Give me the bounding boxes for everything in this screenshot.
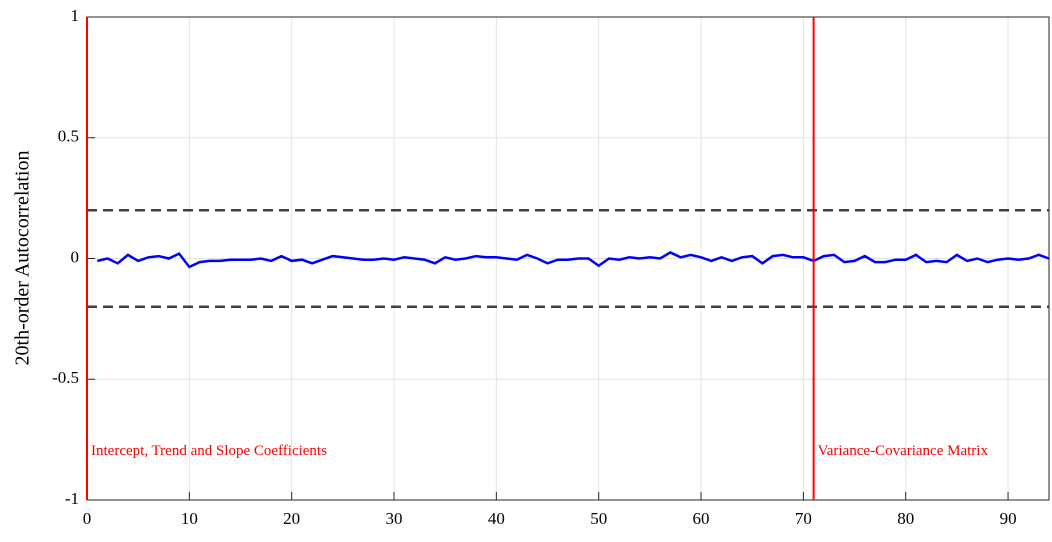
x-tick-label: 90: [1000, 509, 1017, 528]
region-label: Variance-Covariance Matrix: [818, 443, 989, 459]
y-tick-label: -0.5: [52, 368, 79, 387]
x-tick-label: 70: [795, 509, 812, 528]
x-tick-label: 80: [897, 509, 914, 528]
y-tick-label: -1: [65, 489, 79, 508]
y-axis-label: 20th-order Autocorrelation: [12, 151, 34, 366]
y-tick-label: 0.5: [58, 127, 79, 146]
x-tick-label: 0: [83, 509, 92, 528]
region-label: Intercept, Trend and Slope Coefficients: [91, 443, 327, 459]
x-tick-label: 50: [590, 509, 607, 528]
data-line: [96, 251, 1050, 269]
y-tick-label: 1: [71, 6, 80, 25]
x-tick-label: 60: [693, 509, 710, 528]
x-tick-label: 20: [283, 509, 300, 528]
y-tick-label: 0: [71, 247, 80, 266]
x-tick-label: 30: [386, 509, 403, 528]
x-tick-label: 40: [488, 509, 505, 528]
x-tick-label: 10: [181, 509, 198, 528]
